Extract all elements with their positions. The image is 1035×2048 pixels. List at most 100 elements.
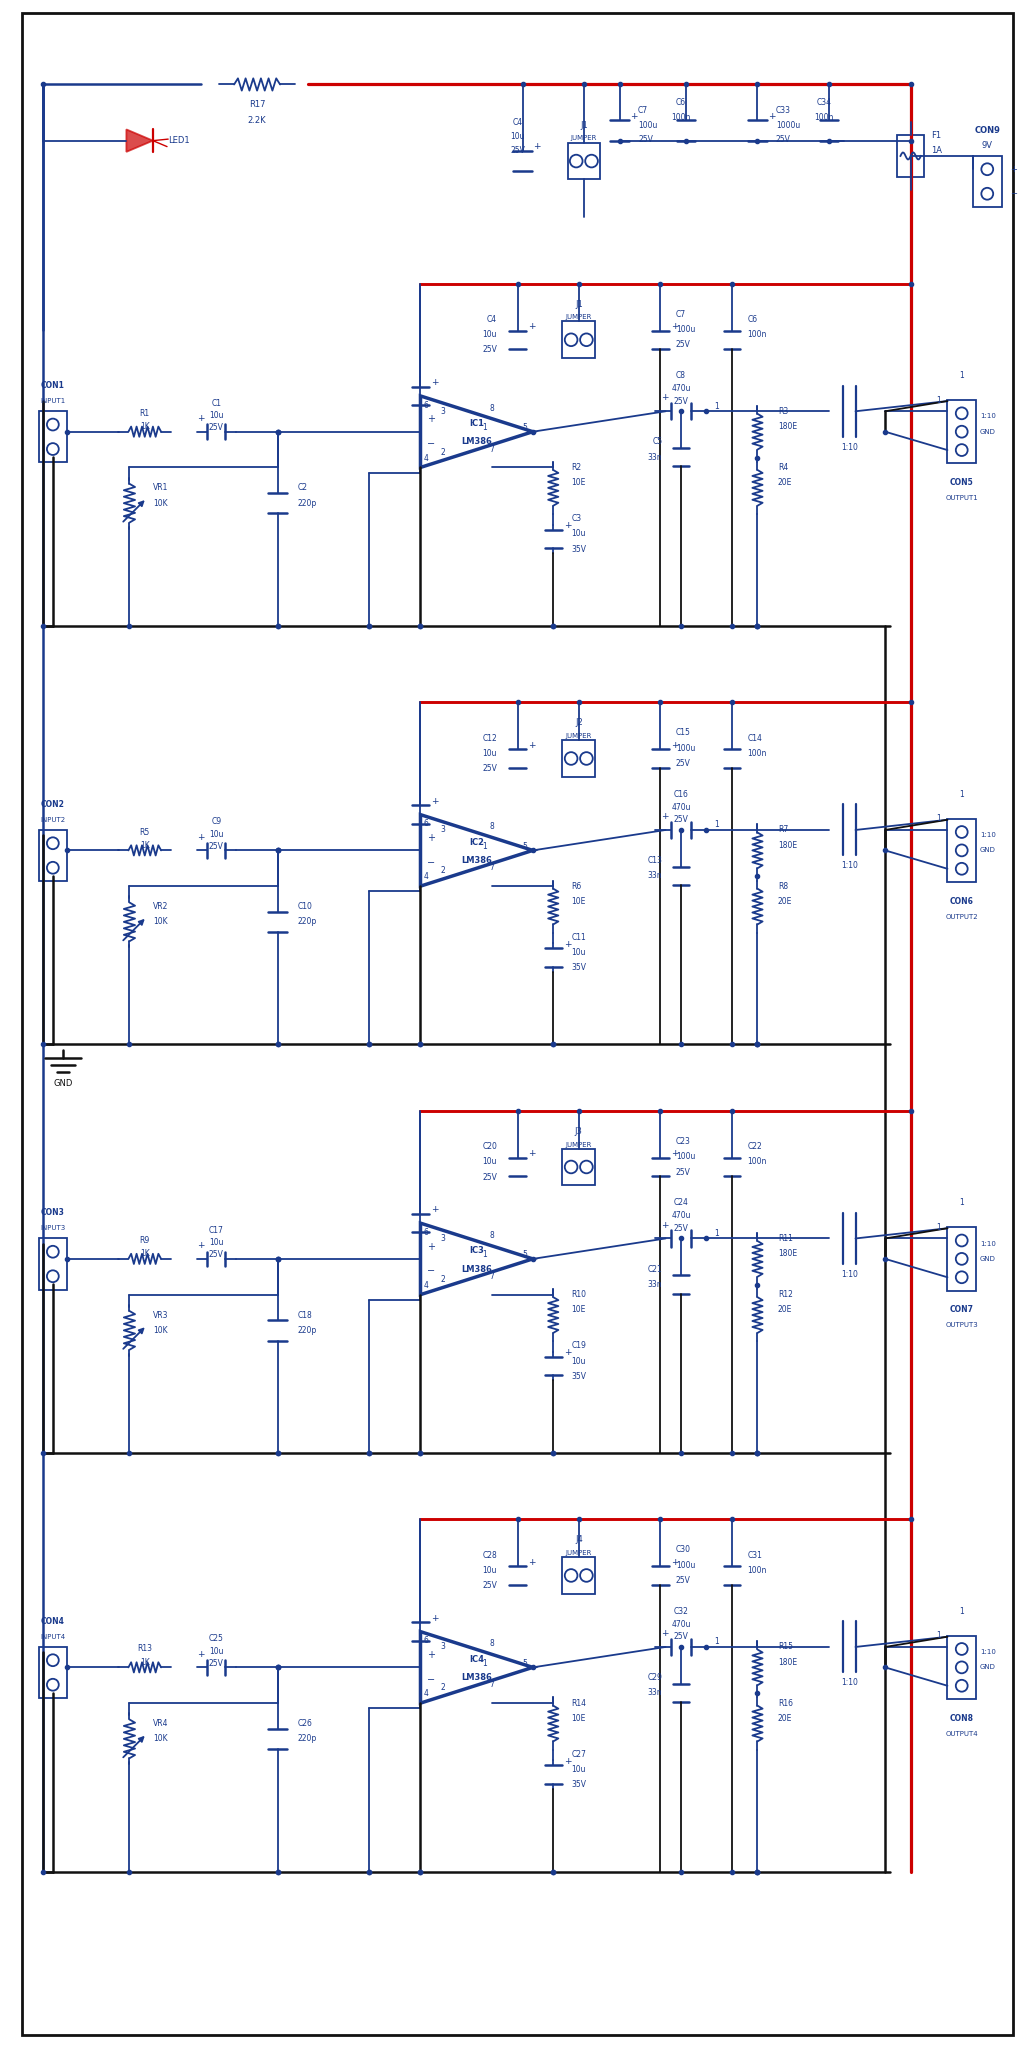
Text: 8: 8 [490, 1231, 495, 1239]
Text: 35V: 35V [571, 1780, 587, 1790]
Text: 33n: 33n [648, 870, 662, 881]
Text: 470u: 470u [671, 385, 690, 393]
Text: 5: 5 [523, 1659, 527, 1667]
Text: +: + [671, 741, 679, 750]
Text: 5: 5 [523, 1249, 527, 1260]
Text: 180E: 180E [778, 842, 797, 850]
Text: 10u: 10u [209, 1239, 224, 1247]
Text: C34: C34 [817, 98, 831, 106]
Text: 25V: 25V [482, 764, 497, 774]
Text: 1: 1 [714, 401, 719, 412]
Text: C32: C32 [674, 1608, 688, 1616]
Text: LM386: LM386 [462, 856, 492, 864]
Text: 10E: 10E [571, 1305, 586, 1315]
Text: INPUT2: INPUT2 [40, 817, 65, 823]
Text: 1:10: 1:10 [841, 1677, 858, 1688]
Text: OUTPUT4: OUTPUT4 [945, 1731, 978, 1737]
Text: 33n: 33n [648, 1688, 662, 1698]
Text: 25V: 25V [638, 135, 653, 143]
Text: +: + [564, 520, 571, 530]
Text: 100n: 100n [672, 113, 690, 121]
Text: 35V: 35V [571, 963, 587, 973]
Text: CON1: CON1 [41, 381, 65, 391]
Text: C7: C7 [638, 106, 648, 115]
Text: +: + [671, 1149, 679, 1159]
Text: 10u: 10u [482, 1567, 497, 1575]
Text: 20E: 20E [778, 897, 792, 905]
Text: +: + [564, 1348, 571, 1358]
Text: C24: C24 [674, 1198, 688, 1206]
Text: 25V: 25V [676, 340, 690, 350]
Text: CON6: CON6 [950, 897, 974, 905]
Text: +: + [660, 1628, 669, 1638]
Text: 8: 8 [490, 403, 495, 414]
Text: C20: C20 [482, 1143, 497, 1151]
Text: 4: 4 [423, 1690, 428, 1698]
Text: +: + [528, 741, 535, 750]
Text: C26: C26 [298, 1718, 313, 1729]
Text: 180E: 180E [778, 1249, 797, 1257]
Text: CON5: CON5 [950, 479, 974, 487]
Text: 7: 7 [490, 1272, 495, 1280]
Text: 1: 1 [937, 815, 941, 823]
Text: R15: R15 [778, 1642, 793, 1651]
Text: 2: 2 [441, 1683, 445, 1692]
Text: 5: 5 [523, 842, 527, 850]
Text: 1: 1 [714, 821, 719, 829]
Text: C12: C12 [482, 733, 497, 743]
Text: 9V: 9V [982, 141, 993, 150]
Text: 100u: 100u [638, 121, 657, 129]
Text: 1000u: 1000u [776, 121, 800, 129]
Text: J2: J2 [574, 719, 583, 727]
Text: 25V: 25V [209, 842, 224, 850]
Text: 1K: 1K [140, 1249, 150, 1257]
Text: C10: C10 [298, 901, 313, 911]
Text: +: + [660, 813, 669, 821]
Text: C14: C14 [747, 733, 762, 743]
Text: 100u: 100u [676, 326, 696, 334]
Text: C25: C25 [209, 1634, 224, 1642]
Text: C9: C9 [211, 817, 221, 825]
Bar [947, 399, 976, 463]
Text: C8: C8 [676, 371, 686, 381]
Text: LED1: LED1 [169, 135, 189, 145]
Text: C31: C31 [747, 1550, 762, 1559]
Text: J1: J1 [574, 299, 583, 309]
Text: CON9: CON9 [974, 125, 1000, 135]
Text: C22: C22 [747, 1143, 762, 1151]
Text: R12: R12 [778, 1290, 793, 1298]
Text: +: + [528, 1559, 535, 1567]
Text: R7: R7 [778, 825, 789, 834]
Text: 10K: 10K [153, 498, 168, 508]
Text: INPUT4: INPUT4 [40, 1634, 65, 1640]
Text: +: + [1010, 164, 1016, 174]
Text: 2: 2 [441, 1274, 445, 1284]
Text: 1: 1 [714, 1636, 719, 1647]
Text: 6: 6 [423, 401, 428, 410]
Text: 1: 1 [482, 424, 487, 432]
Text: IC1: IC1 [469, 420, 484, 428]
Text: 6: 6 [423, 819, 428, 827]
Text: INPUT1: INPUT1 [40, 397, 65, 403]
Text: +: + [431, 797, 439, 805]
Bar [38, 1239, 67, 1290]
Text: GND: GND [980, 848, 996, 854]
Text: C3: C3 [571, 514, 582, 522]
Text: 1: 1 [482, 1249, 487, 1260]
Text: 180E: 180E [778, 422, 797, 430]
Text: 33n: 33n [648, 1280, 662, 1288]
Text: +: + [431, 1206, 439, 1214]
Text: 25V: 25V [674, 397, 688, 406]
Text: R5: R5 [140, 827, 150, 836]
Text: 1:10: 1:10 [980, 1649, 996, 1655]
Text: 1: 1 [482, 842, 487, 850]
Bar [947, 1227, 976, 1290]
Text: GND: GND [54, 1079, 72, 1087]
Text: OUTPUT1: OUTPUT1 [945, 496, 978, 502]
Text: +: + [630, 113, 638, 121]
Text: +: + [198, 1649, 205, 1659]
Text: 20E: 20E [778, 479, 792, 487]
Text: 1: 1 [959, 791, 965, 799]
Text: 10u: 10u [482, 1157, 497, 1167]
Text: R11: R11 [778, 1235, 793, 1243]
